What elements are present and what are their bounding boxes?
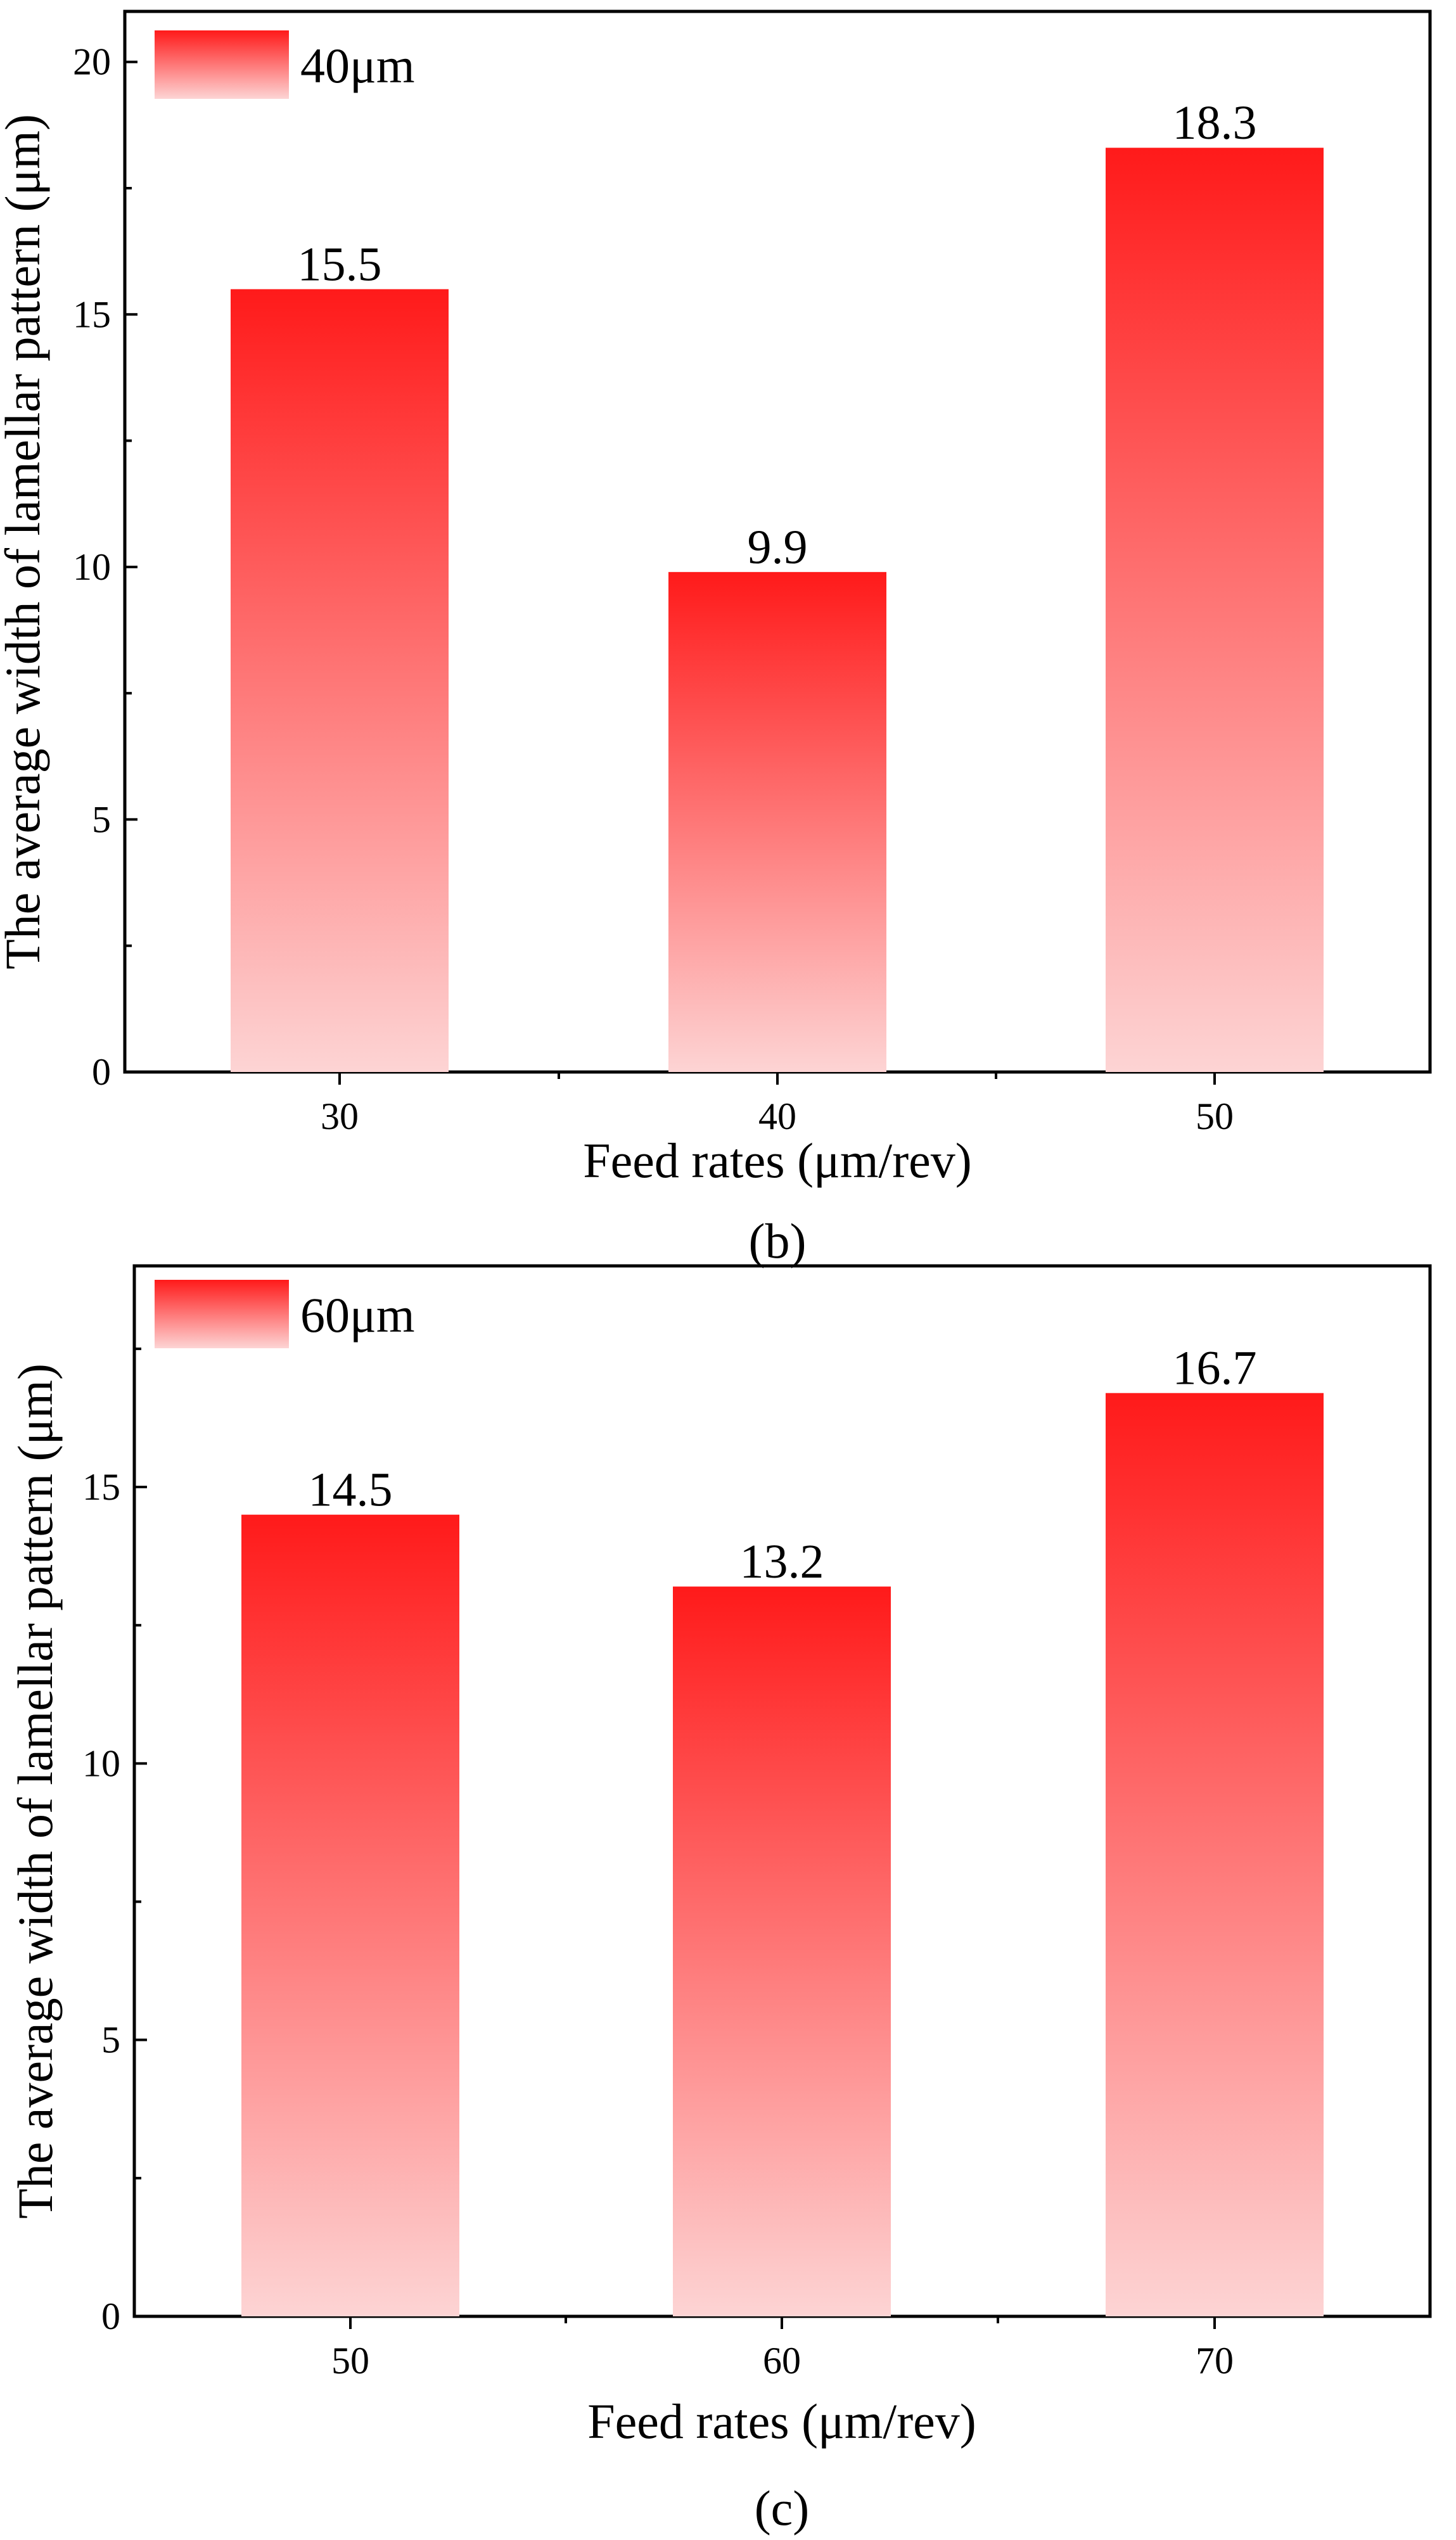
- bar: [1106, 1393, 1324, 2316]
- legend-swatch: [155, 30, 289, 99]
- bar: [1106, 148, 1324, 1073]
- y-tick-label: 5: [92, 798, 111, 840]
- y-tick-label: 10: [73, 546, 111, 588]
- bar: [241, 1514, 459, 2316]
- y-axis-ticks: 0 5 10 15 20: [73, 41, 137, 1093]
- legend-swatch: [155, 1280, 289, 1348]
- y-tick-label: 15: [73, 293, 111, 335]
- y-tick-label: 5: [101, 2019, 120, 2061]
- panel-caption: (b): [749, 1213, 807, 1268]
- y-tick-label: 0: [92, 1051, 111, 1093]
- chart-panel-c: 0 5 10 15 50 60 70 14.5 13.2 16.7 60μm Feed rat…: [8, 1264, 1432, 2536]
- x-tick-label: 60: [763, 2340, 801, 2382]
- bar-value-label: 16.7: [1173, 1342, 1257, 1395]
- legend: 60μm: [155, 1280, 415, 1348]
- bar: [673, 1586, 891, 2316]
- x-tick-label: 50: [1196, 1095, 1234, 1137]
- y-tick-label: 20: [73, 41, 111, 83]
- y-axis-title: The average width of lamellar pattern (μ…: [0, 114, 50, 969]
- x-tick-label: 40: [758, 1095, 796, 1137]
- bar-value-label: 14.5: [309, 1464, 393, 1517]
- y-tick-label: 10: [82, 1742, 120, 1784]
- bar-value-label: 9.9: [748, 521, 808, 574]
- legend: 40μm: [155, 30, 415, 99]
- x-axis-title: Feed rates (μm/rev): [583, 1133, 972, 1188]
- x-tick-label: 50: [331, 2340, 369, 2382]
- x-axis-ticks: 30 40 50: [321, 1072, 1234, 1137]
- bar-value-label: 15.5: [298, 238, 382, 291]
- panel-caption: (c): [755, 2480, 810, 2536]
- legend-label: 40μm: [300, 38, 415, 93]
- bar-value-label: 18.3: [1173, 96, 1257, 150]
- x-axis-title: Feed rates (μm/rev): [587, 2394, 976, 2449]
- bar: [231, 289, 449, 1072]
- y-axis-ticks: 0 5 10 15: [82, 1347, 147, 2337]
- y-tick-label: 15: [82, 1466, 120, 1508]
- legend-label: 60μm: [300, 1287, 415, 1343]
- x-axis-ticks: 50 60 70: [331, 2316, 1234, 2382]
- chart-panel-b: 0 5 10 15 20 30 40 50 15.5 9.9 18.3 40μm Feed ra…: [0, 10, 1432, 1268]
- y-tick-label: 0: [101, 2295, 120, 2337]
- x-tick-label: 30: [321, 1095, 359, 1137]
- bar-series: 15.5 9.9 18.3: [231, 96, 1324, 1073]
- bar-value-label: 13.2: [740, 1535, 824, 1588]
- x-tick-label: 70: [1196, 2340, 1234, 2382]
- y-axis-title: The average width of lamellar pattern (μ…: [8, 1363, 63, 2219]
- bar-series: 14.5 13.2 16.7: [241, 1342, 1324, 2316]
- bar: [668, 571, 886, 1072]
